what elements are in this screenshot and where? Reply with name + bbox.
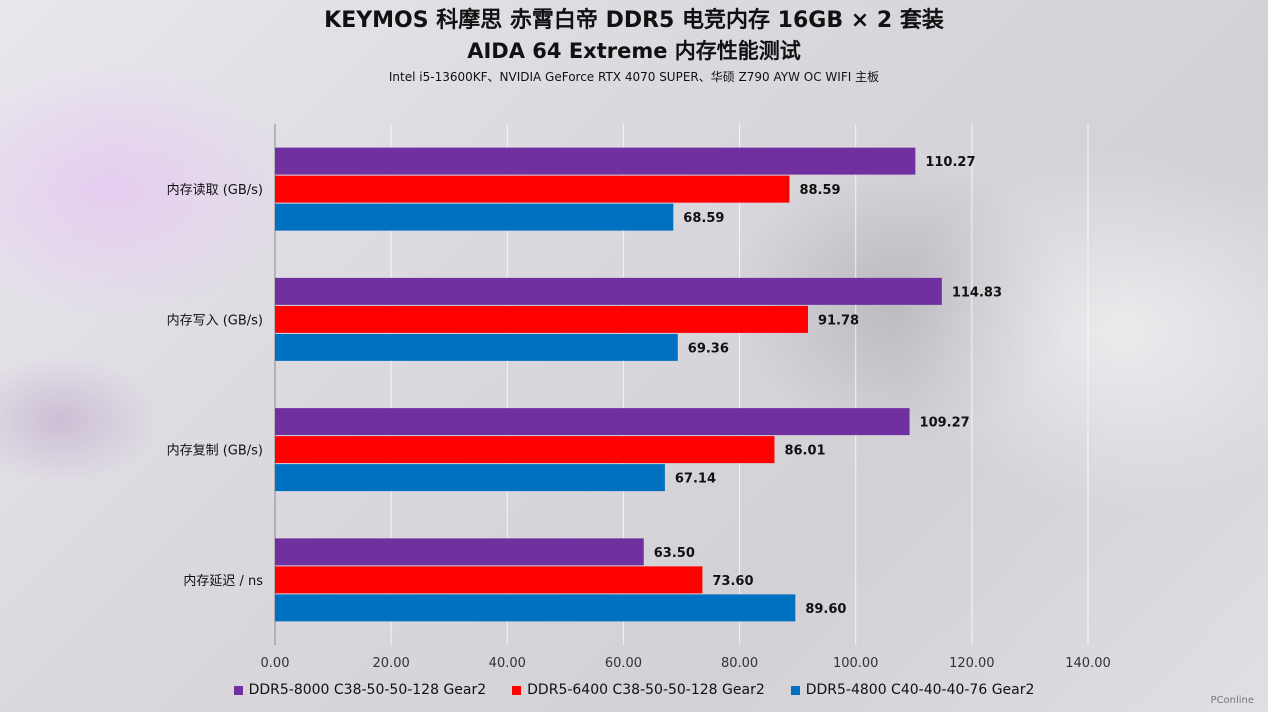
category-label-latency: 内存延迟 / ns [183, 573, 263, 589]
value-label-ddr5-8000-copy: 109.27 [920, 416, 970, 431]
bar-ddr5-4800-latency [275, 594, 796, 622]
value-label-ddr5-6400-write: 91.78 [818, 313, 859, 328]
x-tick-label-3: 60.00 [605, 656, 642, 671]
bar-ddr5-4800-write [275, 333, 678, 361]
x-tick-label-7: 140.00 [1065, 656, 1111, 671]
value-label-ddr5-6400-copy: 86.01 [784, 444, 825, 459]
chart-title: KEYMOS 科摩思 赤霄白帝 DDR5 电竞内存 16GB × 2 套装 [324, 8, 944, 33]
watermark: PConline [1210, 695, 1254, 706]
legend-swatch-ddr5-8000 [233, 685, 243, 695]
legend-label-ddr5-4800: DDR5-4800 C40-40-40-76 Gear2 [805, 682, 1035, 698]
legend-swatch-ddr5-4800 [790, 685, 800, 695]
legend-item-ddr5-6400: DDR5-6400 C38-50-50-128 Gear2 [512, 682, 765, 698]
x-tick-label-2: 40.00 [489, 656, 526, 671]
value-label-ddr5-4800-copy: 67.14 [675, 472, 716, 487]
value-label-ddr5-8000-read: 110.27 [925, 155, 975, 170]
bar-ddr5-6400-write [275, 305, 808, 333]
bar-ddr5-4800-read [275, 203, 674, 231]
category-label-read: 内存读取 (GB/s) [167, 182, 263, 198]
bar-ddr5-8000-copy [275, 408, 910, 436]
x-tick-label-4: 80.00 [721, 656, 758, 671]
value-label-ddr5-4800-write: 69.36 [688, 341, 729, 356]
legend-swatch-ddr5-6400 [512, 685, 522, 695]
category-label-write: 内存写入 (GB/s) [167, 312, 263, 328]
value-label-ddr5-4800-latency: 89.60 [805, 602, 846, 617]
value-label-ddr5-6400-read: 88.59 [799, 183, 840, 198]
legend-label-ddr5-8000: DDR5-8000 C38-50-50-128 Gear2 [248, 682, 487, 698]
x-tick-label-5: 100.00 [833, 656, 879, 671]
chart-legend: DDR5-8000 C38-50-50-128 Gear2 DDR5-6400 … [0, 682, 1268, 698]
legend-item-ddr5-8000: DDR5-8000 C38-50-50-128 Gear2 [233, 682, 487, 698]
bar-ddr5-6400-read [275, 175, 790, 203]
bar-ddr5-6400-copy [275, 436, 775, 464]
value-label-ddr5-8000-latency: 63.50 [654, 546, 695, 561]
bar-ddr5-6400-latency [275, 566, 703, 594]
value-label-ddr5-6400-latency: 73.60 [712, 574, 753, 589]
value-label-ddr5-4800-read: 68.59 [683, 211, 724, 226]
chart-header: KEYMOS 科摩思 赤霄白帝 DDR5 电竞内存 16GB × 2 套装 AI… [0, 6, 1268, 88]
x-tick-label-1: 20.00 [373, 656, 410, 671]
chart-subtitle: AIDA 64 Extreme 内存性能测试 [467, 39, 801, 63]
bar-ddr5-4800-copy [275, 464, 665, 492]
legend-label-ddr5-6400: DDR5-6400 C38-50-50-128 Gear2 [527, 682, 765, 698]
x-tick-label-0: 0.00 [261, 656, 290, 671]
bar-ddr5-8000-write [275, 277, 942, 305]
category-label-copy: 内存复制 (GB/s) [167, 443, 263, 459]
x-tick-label-6: 120.00 [949, 656, 995, 671]
test-config: Intel i5-13600KF、NVIDIA GeForce RTX 4070… [388, 70, 880, 84]
bar-ddr5-8000-latency [275, 538, 644, 566]
value-label-ddr5-8000-write: 114.83 [952, 285, 1002, 300]
legend-item-ddr5-4800: DDR5-4800 C40-40-40-76 Gear2 [790, 682, 1035, 698]
bar-ddr5-8000-read [275, 147, 916, 175]
